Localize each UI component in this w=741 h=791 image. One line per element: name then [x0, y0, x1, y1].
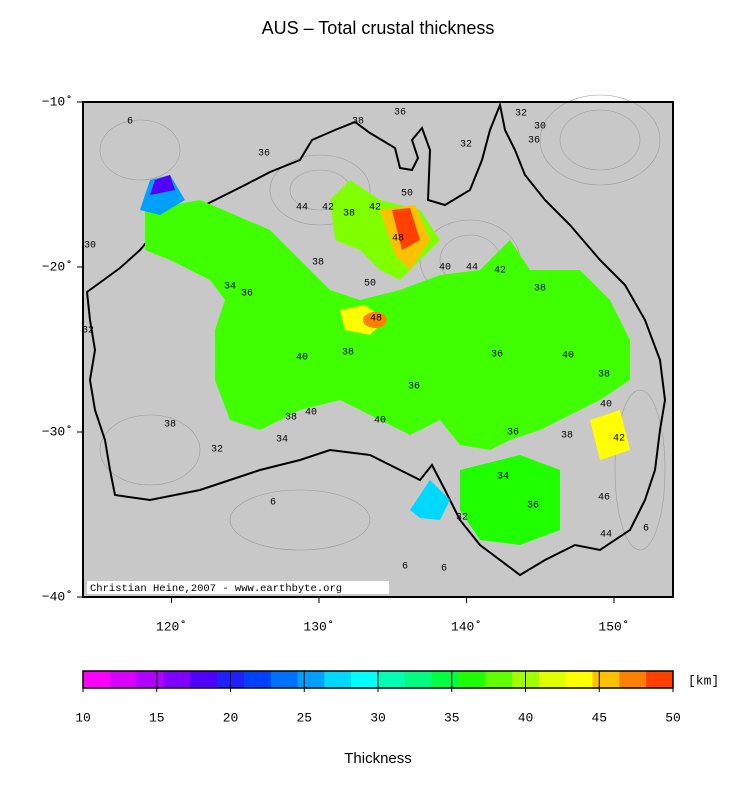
colorbar-tick-label: 20: [223, 710, 239, 725]
colorbar-segment: [538, 671, 567, 688]
contour-label: 40: [439, 263, 451, 274]
contours: [99, 94, 666, 551]
colorbar-tick-label: 50: [665, 710, 681, 725]
contour-label: 40: [600, 400, 612, 411]
colorbar-segment: [109, 671, 138, 688]
contour-label: 36: [527, 501, 539, 512]
colorbar-segment: [297, 671, 325, 688]
contour-label: 38: [285, 413, 297, 424]
contour-label: 30: [84, 241, 96, 252]
contour-label: 46: [598, 493, 610, 504]
colorbar-segment: [458, 671, 486, 688]
contour-label: 48: [392, 234, 404, 245]
contour-label: 42: [494, 266, 506, 277]
contour-label: 32: [460, 140, 472, 151]
colorbar-segment: [431, 671, 459, 688]
colorbar-segment: [243, 671, 272, 688]
contour-label: 40: [562, 351, 574, 362]
colorbar-segment: [136, 671, 164, 688]
colorbar-segment: [351, 671, 379, 688]
x-tick-label: 150˚: [598, 619, 629, 634]
credit-box: [87, 581, 389, 594]
contour-label: 38: [343, 209, 355, 220]
colorbar-unit: [km]: [688, 673, 719, 688]
y-tick-label: −20˚: [42, 259, 73, 274]
contour-label: 38: [598, 370, 610, 381]
contour-label: 42: [613, 434, 625, 445]
contour-label: 42: [322, 203, 334, 214]
colorbar-segment: [646, 671, 674, 688]
colorbar-label: Thickness: [344, 750, 412, 767]
colorbar-segment: [378, 671, 406, 688]
contour-label: 36: [408, 382, 420, 393]
contour-label: 34: [276, 435, 288, 446]
y-tick-label: −10˚: [42, 94, 73, 109]
contour-label: 38: [561, 431, 573, 442]
contour-label: 38: [534, 284, 546, 295]
contour-label: 32: [515, 109, 527, 120]
contour-label: 36: [528, 136, 540, 147]
x-tick-label: 120˚: [156, 619, 187, 634]
contour-label: 50: [364, 279, 376, 290]
colorbar-segment: [324, 671, 352, 688]
contour-label: 40: [296, 353, 308, 364]
contour-label: 32: [211, 445, 223, 456]
contour-label: 38: [342, 348, 354, 359]
coastline: [85, 101, 667, 577]
x-tick-label: 140˚: [451, 619, 482, 634]
contour-label: 38: [352, 117, 364, 128]
contour-label: 34: [497, 472, 509, 483]
contour-label: 36: [258, 149, 270, 160]
colorbar-segment: [190, 671, 218, 688]
contour-label: 6: [270, 498, 276, 509]
y-tick-label: −40˚: [42, 589, 73, 604]
colorbar-tick-label: 10: [75, 710, 91, 725]
contour-label: 30: [534, 122, 546, 133]
contour-label: 44: [466, 263, 478, 274]
contour-label: 40: [374, 416, 386, 427]
colorbar-segment: [163, 671, 191, 688]
colorbar-segment: [485, 671, 513, 688]
contour-label: 50: [401, 189, 413, 200]
colorbar-tick-label: 25: [296, 710, 312, 725]
colorbar-tick-label: 35: [444, 710, 460, 725]
x-tick-label: 130˚: [303, 619, 334, 634]
colorbar-tick-label: 45: [591, 710, 607, 725]
colorbar-segment: [565, 671, 594, 688]
colorbar-tick-label: 40: [518, 710, 534, 725]
contour-label: 6: [441, 564, 447, 575]
colorbar-tick-label: 15: [149, 710, 165, 725]
contour-label: 42: [369, 203, 381, 214]
colorbar-segment: [270, 671, 299, 688]
contour-label: 36: [394, 108, 406, 119]
contour-label: 6: [127, 117, 133, 128]
colorbar-tick-label: 30: [370, 710, 386, 725]
contour-label: 32: [456, 513, 468, 524]
contour-label: 32: [82, 326, 94, 337]
contour-label: 44: [600, 530, 612, 541]
credit: Christian Heine,2007 - www.earthbyte.org: [90, 583, 342, 595]
contour-label: 38: [164, 420, 176, 431]
thickness-field: [140, 175, 630, 545]
contour-label: 44: [296, 203, 308, 214]
contour-label: 6: [643, 524, 649, 535]
contour-label: 48: [370, 314, 382, 325]
colorbar-segment: [83, 671, 111, 688]
colorbar-segment: [592, 671, 620, 688]
contour-label: 36: [241, 289, 253, 300]
colorbar-segment: [619, 671, 647, 688]
contour-label: 36: [507, 428, 519, 439]
contour-label: 38: [312, 258, 324, 269]
contour-label: 36: [491, 350, 503, 361]
contour-label: 6: [402, 562, 408, 573]
map-frame: [82, 101, 674, 598]
contour-label: 34: [224, 282, 236, 293]
title: AUS – Total crustal thickness: [262, 18, 495, 38]
contour-label: 40: [305, 408, 317, 419]
colorbar-segment: [404, 671, 433, 688]
y-tick-label: −30˚: [42, 424, 73, 439]
